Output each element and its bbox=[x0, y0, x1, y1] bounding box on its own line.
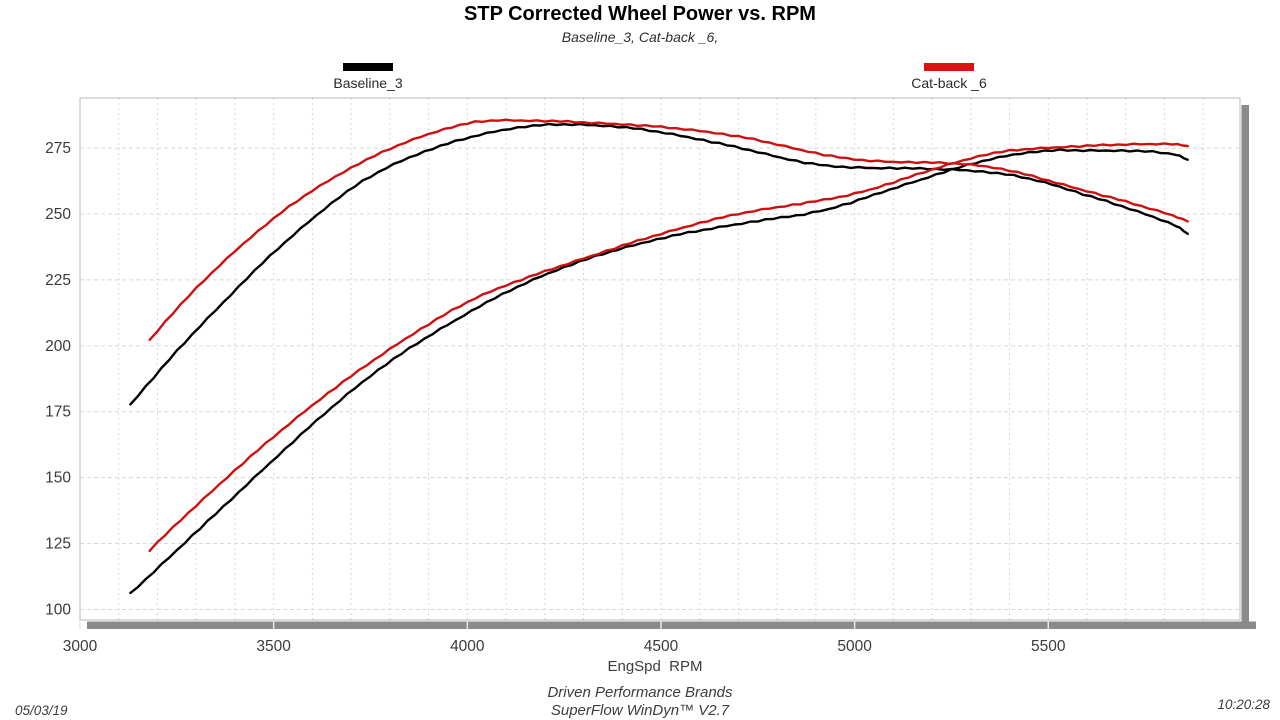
y-tick-label: 200 bbox=[45, 338, 71, 355]
series-cat-back-6-torque bbox=[148, 118, 1189, 341]
y-tick-label: 150 bbox=[45, 470, 71, 487]
y-tick-label: 275 bbox=[45, 140, 71, 157]
footer-time: 10:20:28 bbox=[1217, 697, 1270, 712]
x-tick-label: 4000 bbox=[450, 638, 485, 655]
chart-subtitle: Baseline_3, Cat-back _6, bbox=[561, 29, 719, 45]
x-tick-label: 5500 bbox=[1031, 638, 1066, 655]
x-tick-label: 3000 bbox=[63, 638, 98, 655]
footer-software: SuperFlow WinDyn™ V2.7 bbox=[550, 702, 730, 719]
legend-swatch-baseline bbox=[343, 63, 393, 71]
x-tick-label: 4500 bbox=[644, 638, 679, 655]
series-baseline-3-power bbox=[129, 148, 1189, 595]
legend-item-baseline: Baseline_3 bbox=[298, 63, 438, 91]
y-tick-label: 125 bbox=[45, 536, 71, 553]
axis-shadow-right bbox=[1241, 105, 1249, 629]
legend-item-catback: Cat-back _6 bbox=[879, 63, 1019, 91]
x-axis-label: EngSpd RPM bbox=[607, 658, 703, 675]
y-tick-label: 100 bbox=[45, 601, 71, 618]
y-tick-label: 175 bbox=[45, 404, 71, 421]
y-tick-label: 250 bbox=[45, 206, 71, 223]
axis-shadow-bottom bbox=[87, 621, 1256, 629]
x-tick-label: 5000 bbox=[837, 638, 872, 655]
footer-brand: Driven Performance Brands bbox=[547, 684, 733, 701]
legend-label-baseline: Baseline_3 bbox=[333, 75, 403, 91]
plot-border bbox=[79, 97, 1241, 621]
y-tick-label: 225 bbox=[45, 272, 71, 289]
legend-label-catback: Cat-back _6 bbox=[911, 75, 987, 91]
series-baseline-3-torque bbox=[129, 122, 1189, 406]
legend-swatch-catback bbox=[924, 63, 974, 71]
x-tick-label: 3500 bbox=[256, 638, 291, 655]
chart-title: STP Corrected Wheel Power vs. RPM bbox=[464, 3, 816, 25]
series-cat-back-6-power bbox=[148, 142, 1189, 552]
footer-date: 05/03/19 bbox=[15, 703, 68, 718]
